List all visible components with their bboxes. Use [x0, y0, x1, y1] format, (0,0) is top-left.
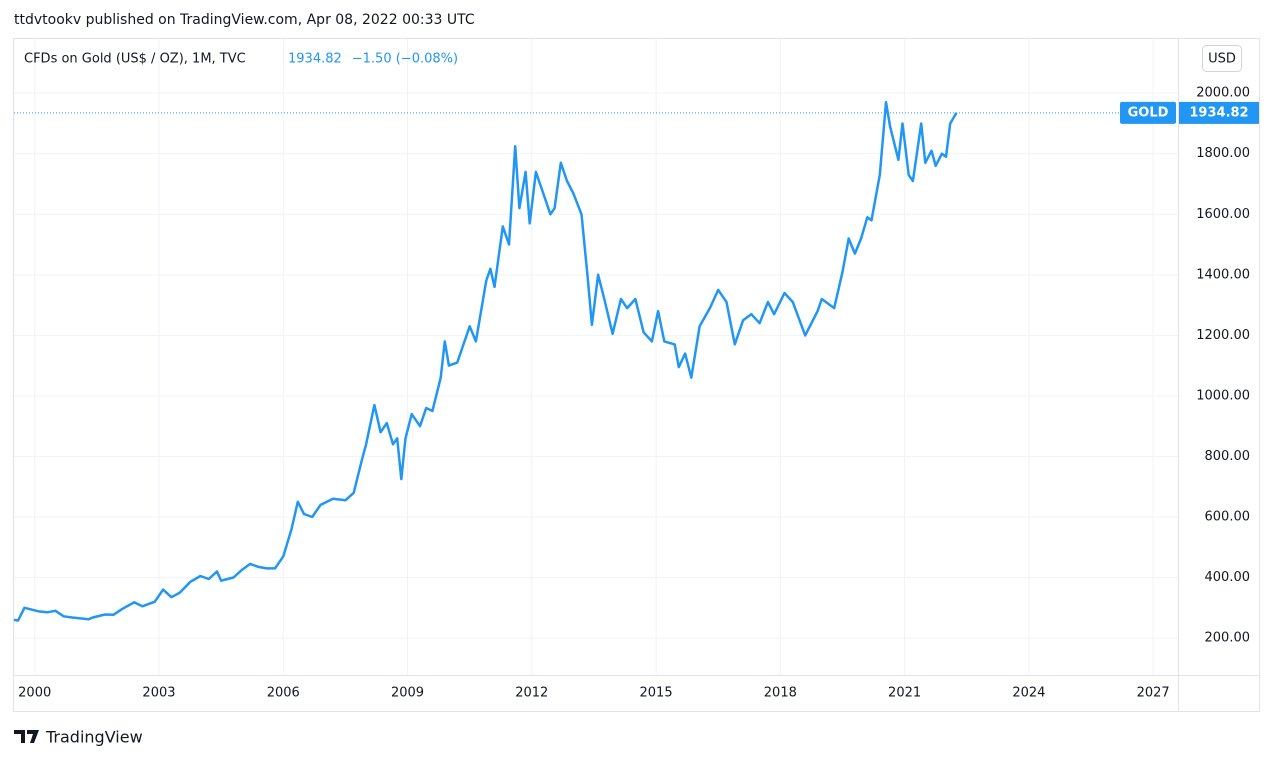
y-tick-label: 1800.00	[1196, 146, 1250, 161]
y-tick-label: 2000.00	[1196, 86, 1250, 101]
y-tick-label: 800.00	[1205, 449, 1251, 464]
x-tick-label: 2003	[142, 686, 175, 701]
x-tick-label: 2015	[640, 686, 673, 701]
currency[interactable]: USD	[1208, 52, 1236, 67]
y-tick-label: 1000.00	[1196, 388, 1250, 403]
y-tick-label: 1600.00	[1196, 207, 1250, 222]
x-tick-label: 2021	[888, 686, 921, 701]
x-tick-label: 2009	[391, 686, 424, 701]
series-badge	[1120, 101, 1176, 124]
series-name: GOLD	[1128, 105, 1169, 120]
price-badge	[1179, 101, 1259, 124]
last-price: 1934.82	[288, 52, 342, 67]
symbol: CFDs on Gold (US$ / OZ), 1M, TVC	[24, 52, 246, 67]
frame	[13, 38, 1260, 712]
x-tick-label: 2018	[764, 686, 797, 701]
price-badge-label: 1934.82	[1189, 105, 1248, 120]
price-change: −1.50 (−0.08%)	[352, 52, 458, 67]
brand: TradingView	[45, 728, 143, 747]
publisher: ttdvtookv published on TradingView.com, …	[14, 12, 475, 28]
currency-box[interactable]	[1202, 45, 1242, 72]
x-tick-label: 2012	[515, 686, 548, 701]
x-tick-label: 2006	[267, 686, 300, 701]
y-tick-label: 1200.00	[1196, 328, 1250, 343]
logo	[14, 730, 39, 743]
x-tick-label: 2024	[1012, 686, 1045, 701]
y-tick-label: 200.00	[1205, 631, 1251, 646]
x-tick-label: 2027	[1137, 686, 1170, 701]
grid	[14, 39, 1178, 675]
y-tick-label: 400.00	[1205, 570, 1251, 585]
x-tick-label: 2000	[18, 686, 51, 701]
y-tick-label: 600.00	[1205, 509, 1251, 524]
price-line	[13, 101, 958, 622]
y-tick-label: 1400.00	[1196, 267, 1250, 282]
